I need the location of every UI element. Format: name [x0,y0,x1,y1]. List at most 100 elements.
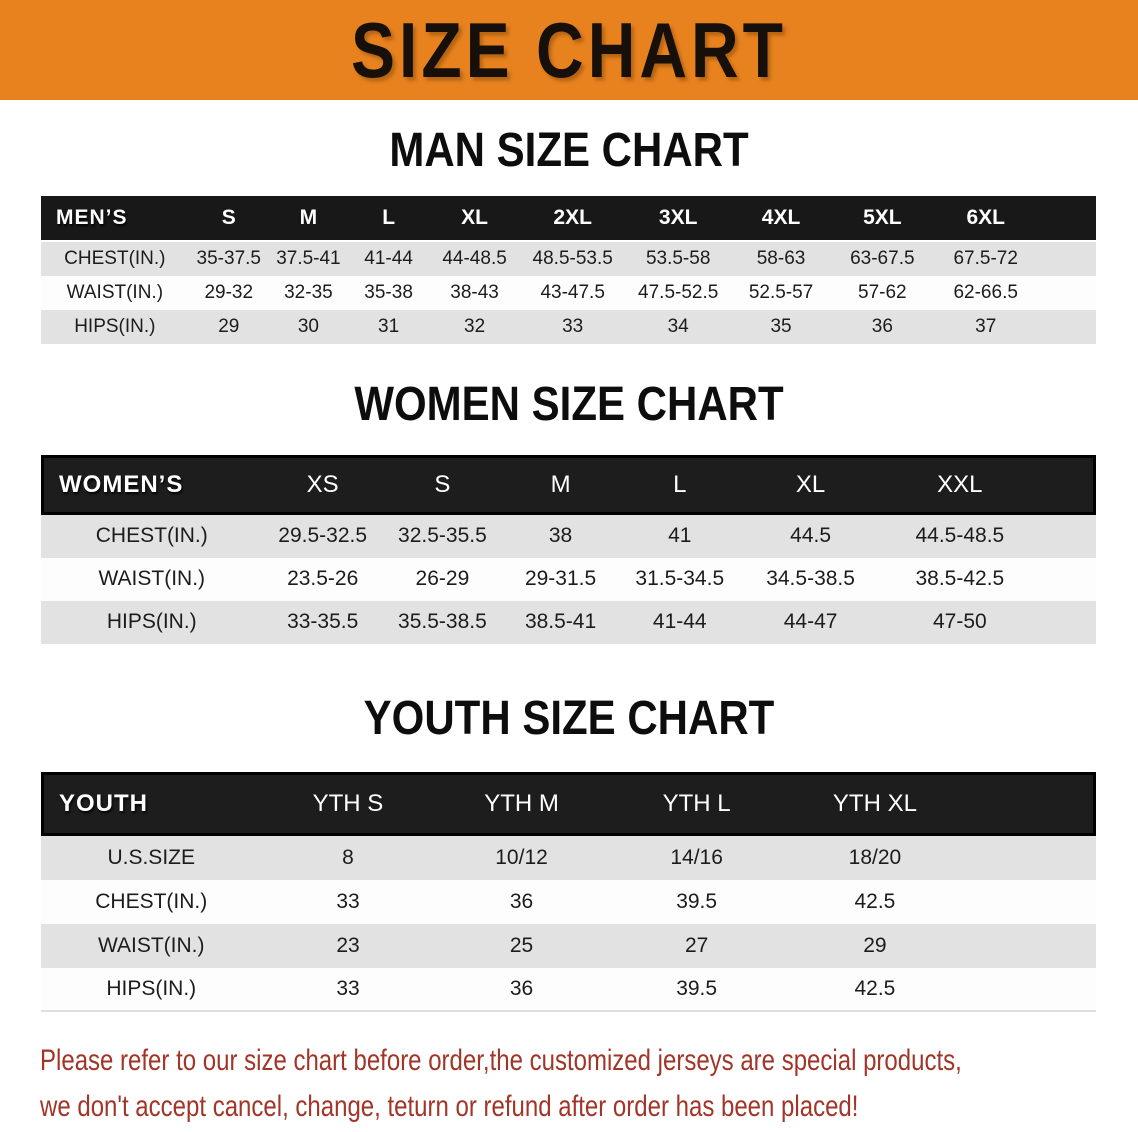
table-cell: 27 [684,933,709,957]
men-col-header: L [347,196,430,243]
women-col-header: M [502,454,620,515]
table-cell: 35-37.5 [196,248,261,270]
men-chest-row: CHEST(IN.) 35-37.5 37.5-41 41-44 44-48.5… [41,242,1096,277]
men-section-title: MAN SIZE CHART [389,122,749,177]
table-cell: 47.5-52.5 [638,282,719,304]
table-cell: 33-35.5 [287,610,359,634]
table-cell: 33 [336,889,360,913]
row-spacer [965,836,1096,880]
table-cell: 35 [770,316,792,338]
youth-hips-row: HIPS(IN.) 33 36 39.5 42.5 [41,967,1096,1012]
table-cell: 29.5-32.5 [278,524,368,548]
table-cell: 30 [297,316,319,338]
row-spacer [1038,276,1096,310]
youth-size-table: YOUTH YTH S YTH M YTH L YTH XL U.S.SIZE … [41,771,1096,1012]
table-cell: 23 [336,933,360,957]
women-col-header: XXL [880,454,1039,515]
row-label: HIPS(IN.) [41,968,262,1012]
men-col-header: XL [429,196,520,243]
men-hips-row: HIPS(IN.) 29 30 31 32 33 34 35 36 37 [41,310,1096,345]
table-cell: 36 [509,889,534,913]
men-col-header: 5XL [831,196,934,243]
table-cell: 48.5-53.5 [532,248,613,270]
row-spacer [1039,601,1096,644]
table-cell: 31 [378,316,400,338]
women-size-section: WOMEN SIZE CHART WOMEN’S XS S M L XL XXL… [0,377,1138,644]
youth-size-section: YOUTH SIZE CHART YOUTH YTH S YTH M YTH L… [0,690,1138,1012]
table-cell: 39.5 [676,889,718,913]
youth-header-row: YOUTH YTH S YTH M YTH L YTH XL [41,771,1096,836]
women-col-header: XS [262,454,383,515]
table-cell: 36 [871,316,893,338]
table-cell: 10/12 [495,845,548,869]
table-cell: 38.5-42.5 [915,567,1005,591]
row-label: HIPS(IN.) [106,610,197,634]
table-cell: 35.5-38.5 [398,610,487,634]
youth-chest-row: CHEST(IN.) 33 36 39.5 42.5 [41,879,1096,924]
row-label: WAIST(IN.) [98,567,206,591]
table-cell: 14/16 [670,845,723,869]
women-waist-row: WAIST(IN.) 23.5-26 26-29 29-31.5 31.5-34… [41,557,1096,601]
row-label: CHEST(IN.) [95,524,208,548]
women-hips-row: HIPS(IN.) 33-35.5 35.5-38.5 38.5-41 41-4… [41,600,1096,644]
table-cell: 38.5-41 [524,610,597,634]
row-spacer [965,968,1096,1012]
row-label: WAIST(IN.) [97,933,205,957]
table-cell: 33 [261,968,435,1012]
header-spacer [965,771,1096,836]
table-cell: 41 [668,524,692,548]
men-col-header: 6XL [933,196,1038,243]
table-cell: 37 [975,316,997,338]
header-spacer [1038,454,1096,515]
row-label: WAIST(IN.) [66,282,164,304]
women-col-header: L [619,454,741,515]
table-cell: 53.5-58 [645,248,711,270]
banner-title: SIZE CHART [351,6,787,94]
men-col-header: 2XL [519,196,626,243]
table-cell: 44.5-48.5 [915,524,1005,548]
table-cell: 29 [218,316,240,338]
row-label: CHEST(IN.) [95,889,208,913]
men-col-header: M [268,196,348,243]
youth-col-header: YTH L [608,771,785,836]
table-cell: 44-47 [783,610,838,634]
size-chart-banner: SIZE CHART [0,0,1138,100]
table-cell: 32.5-35.5 [398,524,487,548]
table-cell: 63-67.5 [850,248,915,270]
table-cell: 42.5 [784,968,966,1012]
women-header-row: WOMEN’S XS S M L XL XXL [41,454,1096,515]
table-cell: 44-48.5 [442,248,507,270]
women-size-table: WOMEN’S XS S M L XL XXL CHEST(IN.) 29.5-… [41,454,1096,644]
table-cell: 25 [509,933,534,957]
men-corner-label: MEN’S [41,196,189,243]
men-waist-row: WAIST(IN.) 29-32 32-35 35-38 38-43 43-47… [41,276,1096,311]
table-cell: 23.5-26 [287,567,359,591]
youth-corner-label: YOUTH [41,771,262,836]
row-spacer [965,924,1096,968]
header-spacer [1037,196,1096,243]
table-cell: 8 [342,845,354,869]
table-cell: 34.5-38.5 [766,567,855,591]
table-cell: 32 [464,316,486,338]
table-cell: 32-35 [284,282,333,304]
table-cell: 42.5 [854,889,896,913]
row-label: U.S.SIZE [107,845,195,869]
disclaimer-line-2: we don't accept cancel, change, teturn o… [40,1089,859,1123]
women-col-header: XL [740,454,881,515]
table-cell: 35-38 [364,282,413,304]
youth-section-title: YOUTH SIZE CHART [363,689,775,745]
table-cell: 67.5-72 [953,248,1018,270]
table-cell: 41-44 [652,610,707,634]
men-col-header: S [188,196,269,243]
row-spacer [965,880,1096,924]
men-size-table: MEN’S S M L XL 2XL 3XL 4XL 5XL 6XL CHEST… [41,196,1096,345]
table-cell: 29-31.5 [524,567,597,591]
men-header-row: MEN’S S M L XL 2XL 3XL 4XL 5XL 6XL [41,196,1096,243]
table-cell: 36 [434,968,609,1012]
table-cell: 44.5 [790,524,832,548]
women-chest-row: CHEST(IN.) 29.5-32.5 32.5-35.5 38 41 44.… [41,514,1096,558]
women-col-header: S [382,454,503,515]
youth-ussize-row: U.S.SIZE 8 10/12 14/16 18/20 [41,835,1096,880]
table-cell: 29-32 [204,282,254,304]
youth-col-header: YTH XL [784,771,966,836]
